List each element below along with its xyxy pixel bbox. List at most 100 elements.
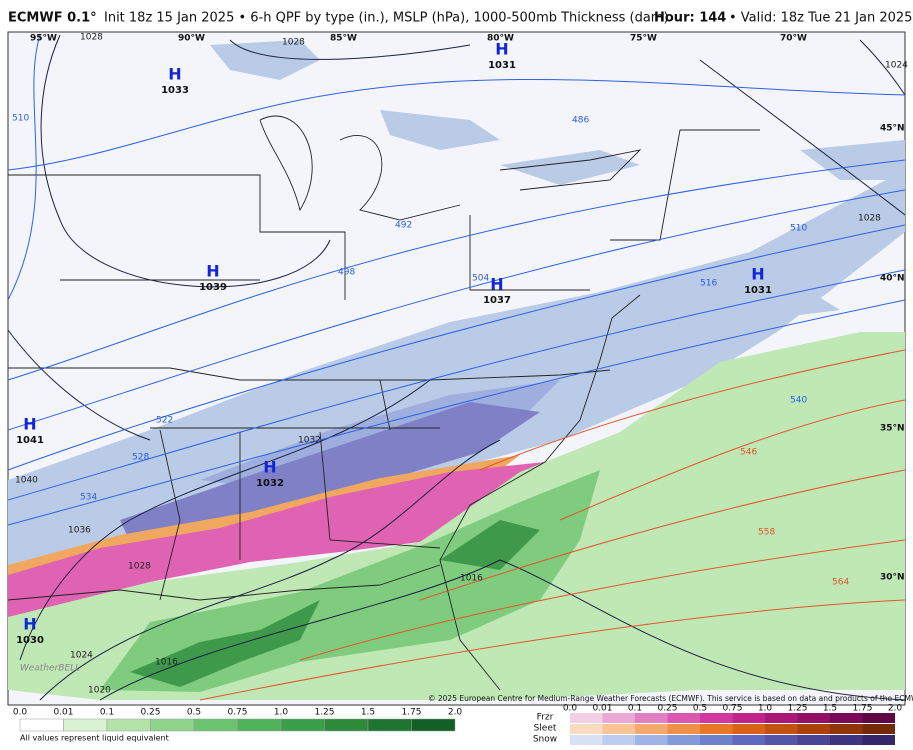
longitude-label: 70°W bbox=[780, 34, 807, 44]
mix-scale-cell bbox=[732, 735, 765, 745]
high-pressure: 1033 bbox=[161, 85, 189, 96]
mix-scale-tick: 2.0 bbox=[888, 704, 903, 714]
isobar-label: 1024 bbox=[70, 651, 93, 661]
thickness-cold bbox=[7, 79, 906, 171]
isobar bbox=[229, 39, 471, 60]
rain-scale-cell bbox=[280, 718, 325, 732]
high-symbol: H bbox=[263, 458, 276, 477]
thickness-label: 510 bbox=[12, 114, 29, 124]
credit: © 2025 European Centre for Medium-Range … bbox=[428, 694, 913, 703]
boundary bbox=[7, 564, 441, 601]
isobar bbox=[40, 34, 331, 288]
mix-scale-tick: 0.1 bbox=[628, 704, 642, 714]
high-symbol: H bbox=[495, 40, 508, 59]
isobar-label: 1028 bbox=[80, 33, 103, 43]
isobar-label: 1028 bbox=[128, 562, 151, 572]
boundary bbox=[8, 174, 346, 300]
legend-note: All values represent liquid equivalent bbox=[20, 734, 169, 743]
isobar-label: 1028 bbox=[858, 214, 881, 224]
mix-scale-cell bbox=[732, 724, 765, 734]
longitude-label: 90°W bbox=[178, 34, 205, 44]
latitude-label: 35°N bbox=[880, 424, 905, 434]
rain-scale-tick: 2.0 bbox=[448, 708, 463, 718]
boundary bbox=[319, 431, 441, 549]
rain-scale-tick: 1.75 bbox=[401, 708, 421, 718]
rain-scale-tick: 1.5 bbox=[361, 708, 375, 718]
rain-scale-cell bbox=[237, 718, 282, 732]
map-labels: 95°W 90°W 85°W 80°W 75°W 70°W 45°N 40°N 35°N 30°N… bbox=[12, 33, 908, 696]
mix-scale-cell bbox=[765, 713, 798, 723]
isobar bbox=[39, 439, 501, 701]
high-pressure: 1039 bbox=[199, 282, 227, 293]
high-pressure: 1030 bbox=[16, 635, 44, 646]
mix-scale-cell bbox=[635, 724, 668, 734]
thickness-label: 486 bbox=[572, 116, 589, 126]
frzr-pink bbox=[8, 462, 545, 617]
mix-scale-cell bbox=[602, 735, 635, 745]
latitude-label: 45°N bbox=[880, 124, 905, 134]
mix-scale-cell bbox=[797, 724, 830, 734]
mix-scale-cell bbox=[862, 724, 895, 734]
mix-scale-cell bbox=[700, 735, 733, 745]
mix-scale-tick: 0.0 bbox=[563, 704, 578, 714]
isobar-label: 1016 bbox=[460, 574, 483, 584]
model-name: ECMWF 0.1° bbox=[8, 11, 97, 26]
mix-scale-cell bbox=[602, 724, 635, 734]
thickness-label: 540 bbox=[790, 396, 807, 406]
longitude-label: 80°W bbox=[487, 34, 514, 44]
forecast-hour: Hour: 144 bbox=[654, 11, 726, 26]
boundary bbox=[439, 294, 641, 691]
rain-scale-cell bbox=[324, 718, 369, 732]
boundary bbox=[339, 135, 461, 221]
rain-scale-tick: 0.25 bbox=[140, 708, 160, 718]
mix-scale-cell bbox=[667, 713, 700, 723]
latitude-label: 30°N bbox=[880, 573, 905, 583]
isobar-label: 1016 bbox=[155, 658, 178, 668]
mix-scale-tick: 1.0 bbox=[758, 704, 773, 714]
thickness-warm bbox=[479, 349, 906, 471]
thickness-label: 516 bbox=[700, 279, 717, 289]
mix-scale-cell bbox=[765, 735, 798, 745]
high-pressure: 1031 bbox=[488, 60, 516, 71]
rain-scale-cell bbox=[150, 718, 195, 732]
snow-light bbox=[500, 150, 640, 185]
high-symbol: H bbox=[23, 615, 36, 634]
isobar bbox=[99, 559, 906, 701]
rain-scale-cell bbox=[63, 718, 108, 732]
isobar-label: 1028 bbox=[282, 38, 305, 48]
thickness-label: 534 bbox=[80, 493, 97, 503]
precip-type-label: Snow bbox=[533, 735, 557, 745]
mix-scale-tick: 1.75 bbox=[852, 704, 872, 714]
rain-scale-tick: 0.0 bbox=[13, 708, 28, 718]
map-layers bbox=[7, 34, 906, 701]
mix-scale-tick: 0.75 bbox=[722, 704, 742, 714]
mix-scale-cell bbox=[732, 713, 765, 723]
mix-scale-tick: 0.01 bbox=[592, 704, 612, 714]
rain-scale-tick: 0.1 bbox=[100, 708, 114, 718]
mix-scale-cell bbox=[797, 713, 830, 723]
snow-light bbox=[380, 110, 500, 150]
thickness-warm bbox=[559, 399, 906, 521]
isobar-label: 1040 bbox=[15, 476, 38, 486]
rain-scale-cell bbox=[193, 718, 238, 732]
rain-dark bbox=[440, 520, 540, 570]
thickness-label: 510 bbox=[790, 224, 807, 234]
boundary bbox=[499, 149, 642, 191]
longitude-label: 75°W bbox=[630, 34, 657, 44]
mix-scale-tick: 0.5 bbox=[693, 704, 707, 714]
mix-scale-cell bbox=[667, 724, 700, 734]
thickness-cold bbox=[7, 159, 906, 381]
thickness-label: 492 bbox=[395, 221, 412, 231]
rain-scale-tick: 1.0 bbox=[274, 708, 289, 718]
rain-mid bbox=[100, 470, 600, 692]
mix-scale-cell bbox=[830, 735, 863, 745]
thickness-cold bbox=[7, 269, 906, 501]
thickness-label: 564 bbox=[832, 578, 849, 588]
longitude-label: 95°W bbox=[30, 34, 57, 44]
rain-scale-cell bbox=[411, 718, 456, 732]
mix-scale-cell bbox=[700, 724, 733, 734]
mix-scale-cell bbox=[862, 735, 895, 745]
thickness-cold bbox=[7, 299, 906, 526]
thickness-warm bbox=[419, 469, 906, 601]
thickness-label: 546 bbox=[740, 448, 757, 458]
